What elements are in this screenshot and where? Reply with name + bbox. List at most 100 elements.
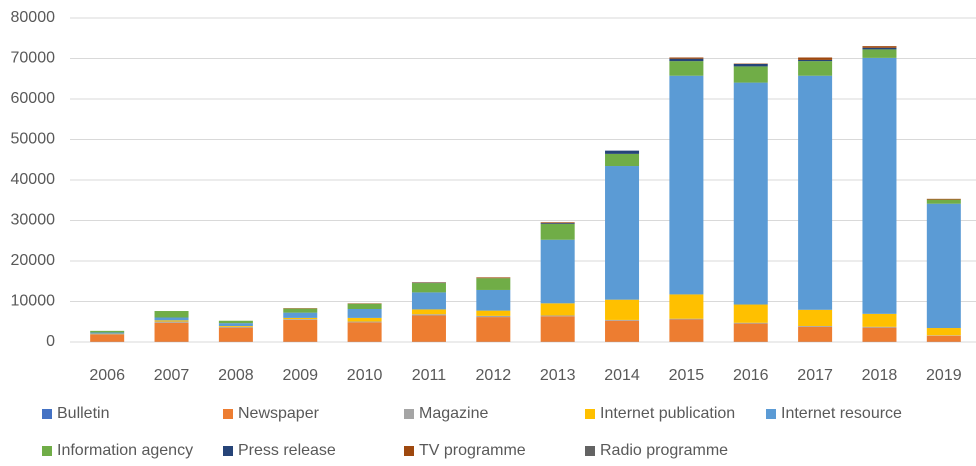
legend-swatch — [404, 446, 414, 456]
bar-segment — [541, 222, 575, 223]
bar-segment — [798, 327, 832, 342]
bar-segment — [798, 57, 832, 59]
x-tick-label: 2015 — [669, 367, 705, 384]
bar-segment — [605, 154, 639, 166]
bar-segment — [412, 283, 446, 292]
y-tick-label: 70000 — [11, 50, 56, 67]
bar-segment — [927, 336, 961, 342]
bar-segment — [348, 309, 382, 318]
x-tick-label: 2013 — [540, 367, 576, 384]
bar-segment — [476, 316, 510, 317]
legend-swatch — [223, 409, 233, 419]
bar-segment — [862, 49, 896, 58]
legend-swatch — [766, 409, 776, 419]
bar-segment — [734, 323, 768, 324]
legend-swatch — [404, 409, 414, 419]
bar-segment — [798, 60, 832, 61]
y-tick-label: 10000 — [11, 293, 56, 310]
x-tick-label: 2009 — [282, 367, 318, 384]
bar-segment — [541, 240, 575, 304]
legend-swatch — [42, 409, 52, 419]
x-tick-label: 2011 — [412, 367, 447, 384]
bar-segment — [669, 59, 703, 61]
bar-segment — [90, 332, 124, 333]
bar-segment — [734, 305, 768, 323]
bar-segment — [412, 309, 446, 314]
bar-segment — [348, 318, 382, 322]
bar-segment — [927, 328, 961, 335]
bar-segment — [541, 223, 575, 224]
bar-segment — [541, 224, 575, 240]
y-tick-label: 0 — [46, 333, 55, 350]
bar-segment — [605, 321, 639, 342]
bar-segment — [155, 311, 189, 317]
bar-segment — [927, 204, 961, 328]
x-tick-label: 2006 — [89, 367, 125, 384]
bar-segment — [669, 76, 703, 295]
bar-segment — [155, 322, 189, 323]
bar-segment — [283, 309, 317, 313]
x-tick-label: 2017 — [797, 367, 833, 384]
bar-segment — [90, 331, 124, 333]
bar-segment — [798, 326, 832, 327]
legend-label: Internet publication — [600, 405, 735, 422]
legend-label: Magazine — [419, 405, 488, 422]
bar-segment — [669, 320, 703, 342]
bar-segment — [283, 320, 317, 342]
bar-segment — [669, 294, 703, 318]
bar-segment — [927, 200, 961, 204]
bar-segment — [605, 320, 639, 321]
legend-swatch — [42, 446, 52, 456]
bar-segment — [862, 328, 896, 342]
bar-segment — [348, 304, 382, 309]
legend-swatch — [585, 446, 595, 456]
bar-segment — [283, 318, 317, 319]
bar-segment — [862, 46, 896, 48]
bar-segment — [927, 199, 961, 200]
legend-swatch — [585, 409, 595, 419]
y-tick-label: 20000 — [11, 252, 56, 269]
bar-segment — [734, 66, 768, 82]
bar-segment — [219, 323, 253, 326]
bar-segment — [412, 314, 446, 315]
legend-label: Press release — [238, 442, 336, 459]
legend-swatch — [223, 446, 233, 456]
bar-segment — [348, 322, 382, 341]
x-tick-label: 2012 — [476, 367, 512, 384]
bar-segment — [476, 311, 510, 316]
bar-segment — [155, 323, 189, 342]
y-tick-label: 40000 — [11, 171, 56, 188]
bar-segment — [90, 335, 124, 342]
bar-segment — [412, 315, 446, 341]
x-tick-label: 2018 — [862, 367, 898, 384]
x-tick-label: 2019 — [926, 367, 962, 384]
bar-segment — [798, 61, 832, 76]
bar-segment — [219, 326, 253, 327]
bar-segment — [348, 322, 382, 323]
bar-segment — [605, 166, 639, 300]
bar-segment — [669, 57, 703, 58]
legend-label: Newspaper — [238, 405, 320, 422]
bar-segment — [541, 303, 575, 315]
legend-label: Information agency — [57, 442, 193, 459]
bar-segment — [219, 327, 253, 328]
x-tick-label: 2016 — [733, 367, 769, 384]
bar-segment — [798, 76, 832, 310]
bar-segment — [283, 313, 317, 318]
bar-segment — [155, 320, 189, 321]
legend-label: Radio programme — [600, 442, 728, 459]
y-tick-label: 80000 — [11, 9, 56, 26]
legend-label: Internet resource — [781, 405, 902, 422]
bar-segment — [476, 317, 510, 342]
bar-segment — [862, 327, 896, 328]
bar-segment — [734, 83, 768, 305]
bar-segment — [605, 151, 639, 154]
bar-segment — [412, 292, 446, 309]
x-tick-label: 2007 — [154, 367, 190, 384]
bar-segment — [283, 319, 317, 320]
bar-segment — [862, 58, 896, 314]
bar-segment — [734, 64, 768, 66]
bar-segment — [219, 328, 253, 342]
x-tick-label: 2014 — [604, 367, 640, 384]
